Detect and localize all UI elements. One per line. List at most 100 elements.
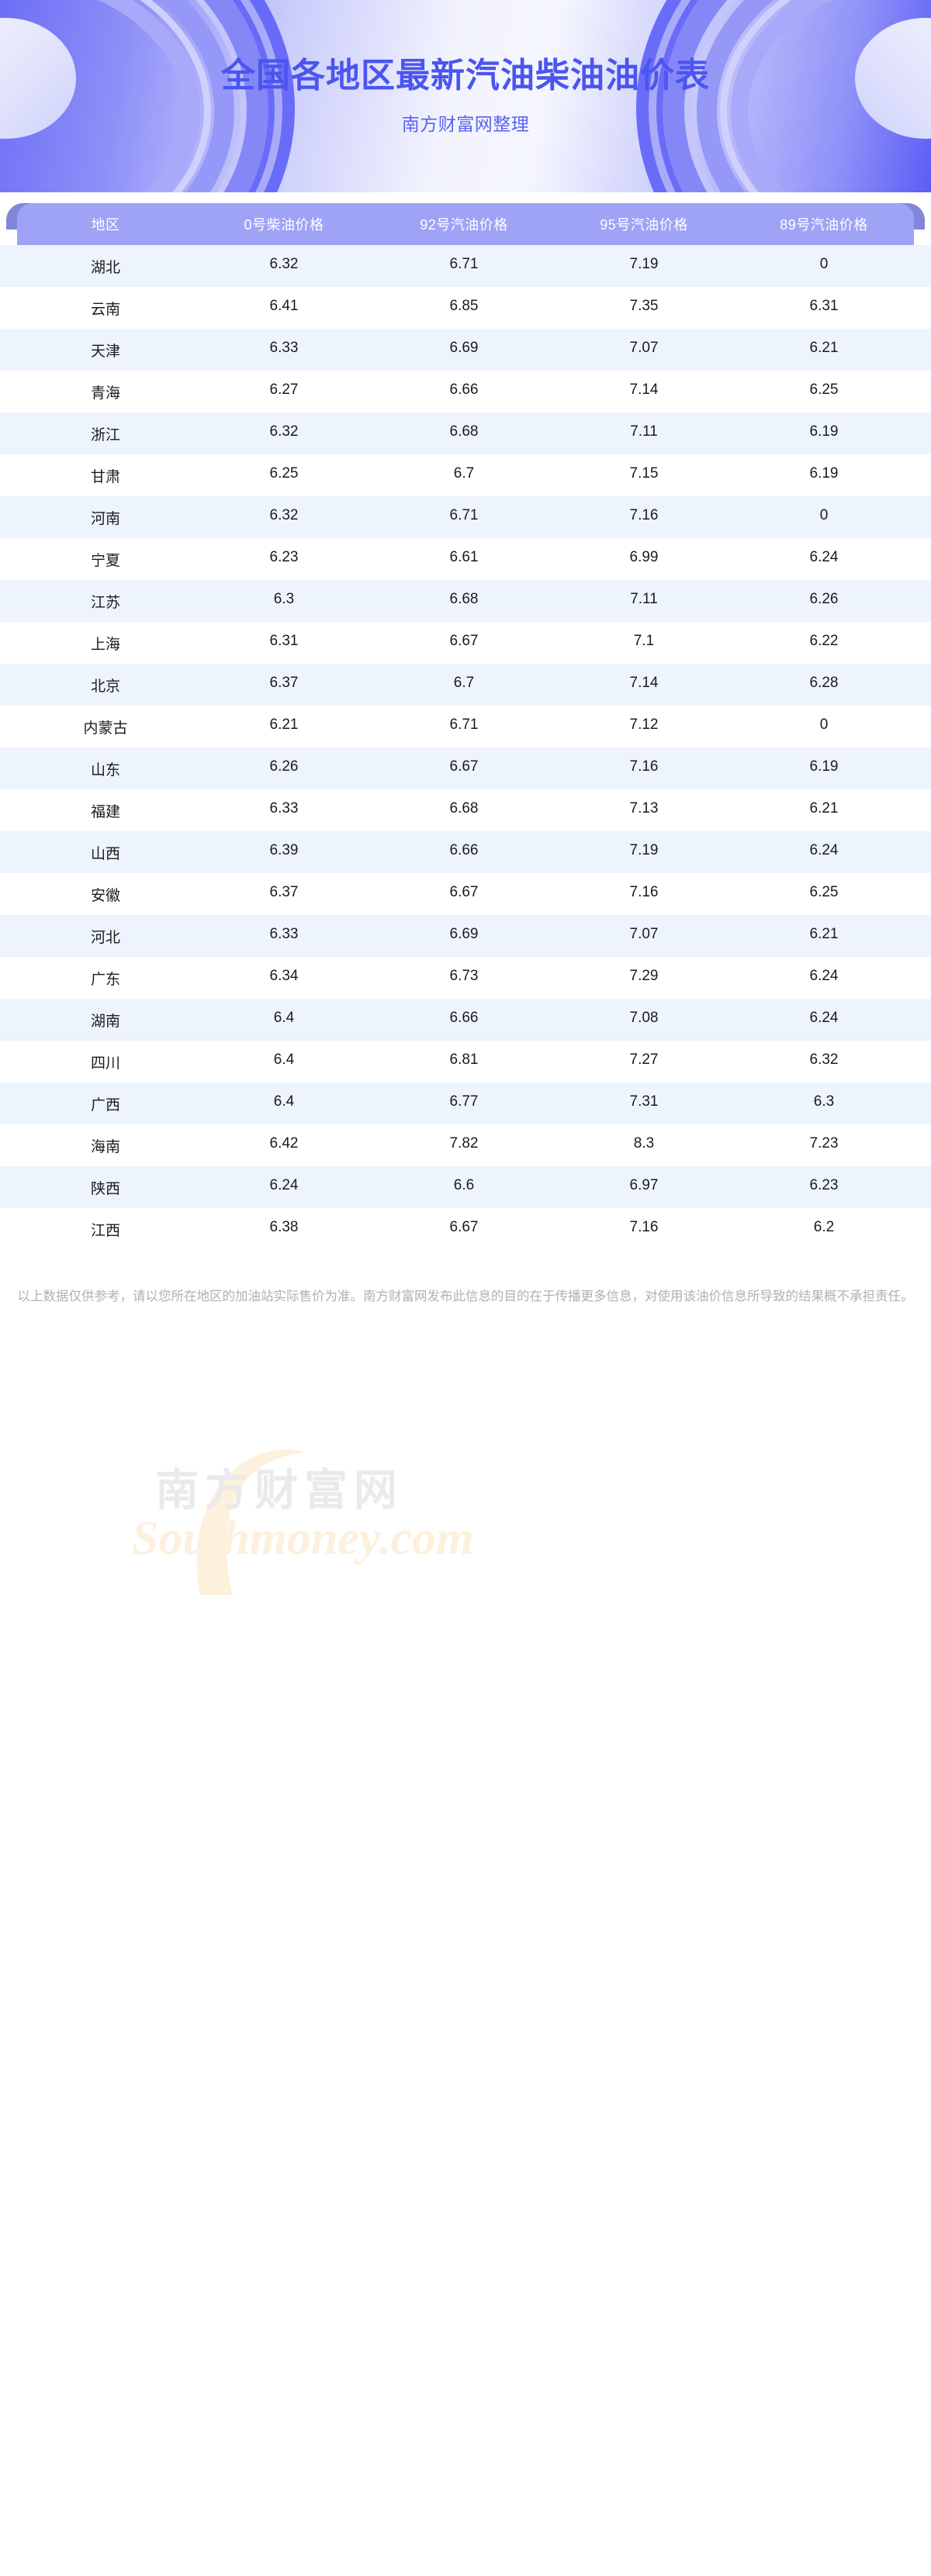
cell-region: 云南 — [90, 301, 120, 318]
cell-gasoline-89: 6.19 — [809, 423, 839, 440]
cell-region: 陕西 — [90, 1180, 120, 1197]
cell-gasoline-95: 7.27 — [629, 1051, 659, 1068]
cell-diesel-0: 6.41 — [269, 297, 299, 314]
cell-gasoline-95: 7.19 — [629, 255, 659, 272]
page-subtitle: 南方财富网整理 — [401, 114, 530, 135]
cell-gasoline-92: 6.67 — [449, 883, 479, 900]
cell-diesel-0: 6.32 — [269, 506, 299, 523]
table-row: 四川 6.4 6.81 7.27 6.32 — [0, 1041, 931, 1083]
table-row: 广东 6.34 6.73 7.29 6.24 — [0, 957, 931, 999]
table-row: 甘肃 6.25 6.7 7.15 6.19 — [0, 454, 931, 496]
table-row-cells: 广西 6.4 6.77 7.31 6.3 — [17, 1093, 914, 1114]
cell-diesel-0: 6.33 — [269, 925, 299, 942]
cell-gasoline-95: 7.11 — [630, 423, 658, 440]
table-row: 安徽 6.37 6.67 7.16 6.25 — [0, 873, 931, 915]
cell-region: 北京 — [90, 678, 120, 695]
footer-disclaimer: 以上数据仅供参考，请以您所在地区的加油站实际售价为准。南方财富网发布此信息的目的… — [17, 1290, 914, 1304]
table-row-cells: 上海 6.31 6.67 7.1 6.22 — [17, 633, 914, 654]
column-header-gasoline-95: 95号汽油价格 — [600, 217, 688, 233]
cell-gasoline-89: 6.21 — [809, 339, 839, 356]
table-row-cells: 湖南 6.4 6.66 7.08 6.24 — [17, 1010, 914, 1031]
cell-region: 广西 — [90, 1096, 120, 1114]
cell-region: 山西 — [90, 845, 120, 862]
table-row: 内蒙古 6.21 6.71 7.12 0 — [0, 706, 931, 748]
cell-gasoline-89: 6.21 — [809, 925, 839, 942]
cell-gasoline-95: 7.07 — [629, 339, 659, 356]
table-row-cells: 海南 6.42 7.82 8.3 7.23 — [17, 1135, 914, 1156]
cell-gasoline-89: 6.26 — [809, 590, 839, 607]
cell-gasoline-95: 8.3 — [633, 1134, 655, 1152]
column-header-gasoline-89: 89号汽油价格 — [780, 217, 868, 233]
table-row-cells: 天津 6.33 6.69 7.07 6.21 — [17, 340, 914, 361]
cell-gasoline-92: 6.66 — [449, 841, 479, 858]
cell-region: 甘肃 — [90, 468, 120, 485]
table-row: 湖北 6.32 6.71 7.19 0 — [0, 245, 931, 287]
cell-gasoline-95: 7.16 — [629, 758, 659, 775]
cell-gasoline-95: 7.08 — [629, 1009, 659, 1026]
cell-region: 江西 — [90, 1222, 120, 1239]
column-header-diesel-0: 0号柴油价格 — [244, 217, 324, 233]
table-row-cells: 内蒙古 6.21 6.71 7.12 0 — [17, 717, 914, 737]
cell-diesel-0: 6.31 — [269, 632, 299, 649]
cell-region: 青海 — [90, 385, 120, 402]
cell-gasoline-95: 6.97 — [629, 1176, 659, 1193]
table-row: 江西 6.38 6.67 7.16 6.2 — [0, 1208, 931, 1250]
table-row-cells: 江西 6.38 6.67 7.16 6.2 — [17, 1219, 914, 1240]
cell-diesel-0: 6.33 — [269, 339, 299, 356]
decorative-arc-right-2 — [649, 0, 931, 192]
cell-region: 天津 — [90, 343, 120, 360]
cell-gasoline-92: 6.66 — [449, 1009, 479, 1026]
table-row: 广西 6.4 6.77 7.31 6.3 — [0, 1083, 931, 1124]
table-row: 宁夏 6.23 6.61 6.99 6.24 — [0, 538, 931, 580]
table-row-cells: 河北 6.33 6.69 7.07 6.21 — [17, 926, 914, 947]
cell-gasoline-92: 6.61 — [449, 548, 479, 565]
table-row-cells: 甘肃 6.25 6.7 7.15 6.19 — [17, 465, 914, 486]
cell-gasoline-89: 6.25 — [809, 883, 839, 900]
cell-gasoline-95: 7.11 — [630, 590, 658, 607]
cell-region: 福建 — [90, 803, 120, 820]
cell-gasoline-89: 6.32 — [809, 1051, 839, 1068]
oil-price-table: 地区 0号柴油价格 92号汽油价格 95号汽油价格 89号汽油价格 湖北 6.32… — [0, 203, 931, 1595]
page-title: 全国各地区最新汽油柴油油价表 — [221, 56, 710, 95]
table-header-row: 地区 0号柴油价格 92号汽油价格 95号汽油价格 89号汽油价格 — [17, 203, 914, 245]
cell-region: 四川 — [90, 1055, 120, 1072]
cell-diesel-0: 6.26 — [269, 758, 299, 775]
hero-banner: 全国各地区最新汽油柴油油价表 南方财富网整理 — [0, 0, 931, 192]
decorative-arc-left-2 — [0, 0, 282, 192]
cell-gasoline-92: 6.67 — [449, 758, 479, 775]
cell-gasoline-95: 7.16 — [629, 1218, 659, 1235]
cell-diesel-0: 6.32 — [269, 255, 299, 272]
table-row: 北京 6.37 6.7 7.14 6.28 — [0, 664, 931, 706]
hero-text-group: 全国各地区最新汽油柴油油价表 南方财富网整理 — [0, 0, 931, 192]
cell-gasoline-92: 6.68 — [449, 590, 479, 607]
table-row: 河北 6.33 6.69 7.07 6.21 — [0, 915, 931, 957]
decorative-arc-left-4 — [0, 0, 247, 192]
table-row-cells: 湖北 6.32 6.71 7.19 0 — [17, 256, 914, 277]
cell-region: 宁夏 — [90, 552, 120, 569]
cell-gasoline-95: 7.14 — [629, 381, 659, 398]
cell-diesel-0: 6.3 — [273, 590, 295, 607]
cell-gasoline-89: 6.23 — [809, 1176, 839, 1193]
cell-diesel-0: 6.4 — [273, 1009, 295, 1026]
cell-gasoline-95: 7.16 — [629, 506, 659, 523]
cell-region: 江苏 — [90, 594, 120, 611]
cell-region: 湖南 — [90, 1013, 120, 1030]
cell-gasoline-92: 6.85 — [449, 297, 479, 314]
watermark-english-text: Southmoney.com — [132, 1512, 474, 1565]
table-row: 上海 6.31 6.67 7.1 6.22 — [0, 622, 931, 664]
cell-region: 河南 — [90, 510, 120, 527]
cell-diesel-0: 6.33 — [269, 799, 299, 817]
cell-gasoline-92: 7.82 — [449, 1134, 479, 1152]
table-row: 天津 6.33 6.69 7.07 6.21 — [0, 329, 931, 371]
table-row-cells: 安徽 6.37 6.67 7.16 6.25 — [17, 884, 914, 905]
table-header-cells: 地区 0号柴油价格 92号汽油价格 95号汽油价格 89号汽油价格 — [17, 203, 914, 245]
cell-gasoline-92: 6.69 — [449, 339, 479, 356]
cell-gasoline-92: 6.73 — [449, 967, 479, 984]
cell-gasoline-92: 6.67 — [449, 632, 479, 649]
table-row-cells: 青海 6.27 6.66 7.14 6.25 — [17, 382, 914, 402]
cell-gasoline-95: 7.31 — [629, 1093, 659, 1110]
cell-region: 河北 — [90, 929, 120, 946]
table-row: 江苏 6.3 6.68 7.11 6.26 — [0, 580, 931, 622]
cell-gasoline-89: 6.19 — [809, 758, 839, 775]
